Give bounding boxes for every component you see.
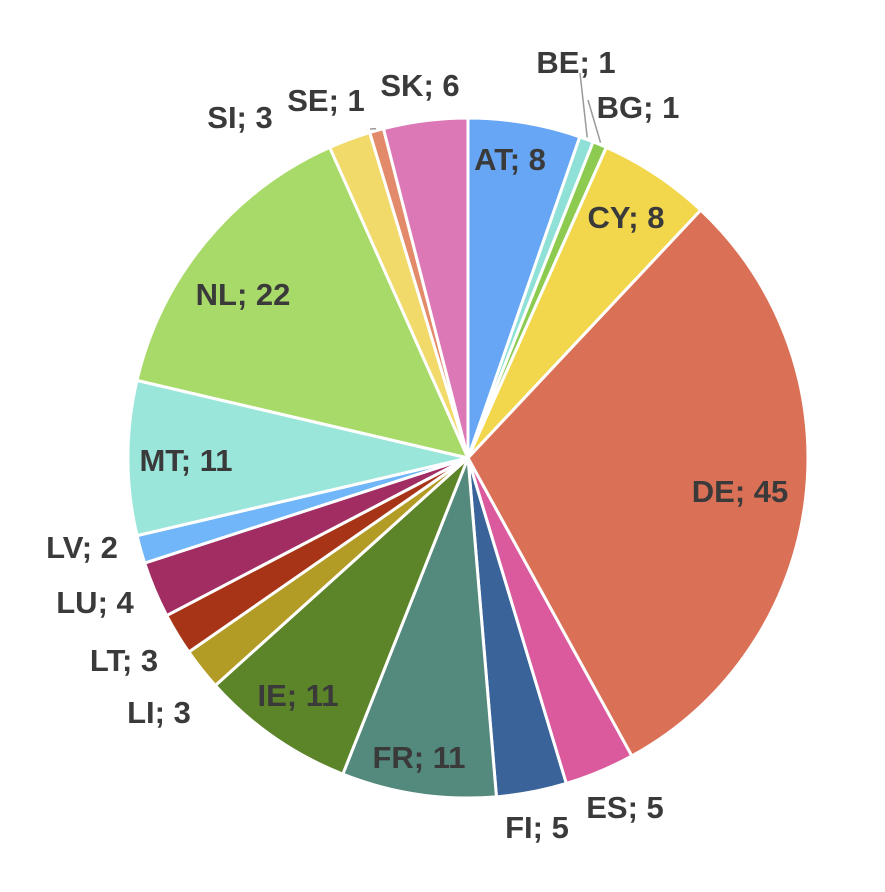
leader-line-be <box>579 72 588 138</box>
slice-label-fr: FR; 11 <box>372 740 465 775</box>
pie-slice-de <box>466 208 810 758</box>
pie-slice-mt <box>126 378 470 538</box>
slice-label-ie: IE; 11 <box>258 678 339 713</box>
slice-label-fi: FI; 5 <box>505 810 569 845</box>
slice-label-es: ES; 5 <box>586 790 664 825</box>
slice-label-bg: BG; 1 <box>597 90 680 125</box>
leader-lines <box>369 72 602 143</box>
slice-label-be: BE; 1 <box>536 45 615 80</box>
slice-label-cy: CY; 8 <box>588 200 665 235</box>
slice-label-nl: NL; 22 <box>196 277 291 312</box>
slice-labels: AT; 8 BE; 1 BG; 1 CY; 8 DE; 45 ES; 5 FI; 5 FR; … <box>46 45 788 845</box>
slice-label-li: LI; 3 <box>127 695 191 730</box>
pie-slice-nl <box>135 145 470 460</box>
slice-label-at: AT; 8 <box>474 142 546 177</box>
slice-label-se: SE; 1 <box>287 83 365 118</box>
slice-label-lt: LT; 3 <box>90 643 158 678</box>
leader-line-bg <box>587 99 602 143</box>
pie-slice-ie <box>213 456 470 776</box>
pie-slice-fr <box>341 456 498 800</box>
slice-label-sk: SK; 6 <box>380 68 459 103</box>
pie-slice-sk <box>381 116 470 460</box>
slice-label-lv: LV; 2 <box>46 530 118 565</box>
slice-label-lu: LU; 4 <box>56 585 134 620</box>
slice-label-de: DE; 45 <box>692 474 788 509</box>
pie-slices <box>126 116 810 800</box>
slice-label-si: SI; 3 <box>207 100 272 135</box>
slice-label-mt: MT; 11 <box>139 443 232 478</box>
